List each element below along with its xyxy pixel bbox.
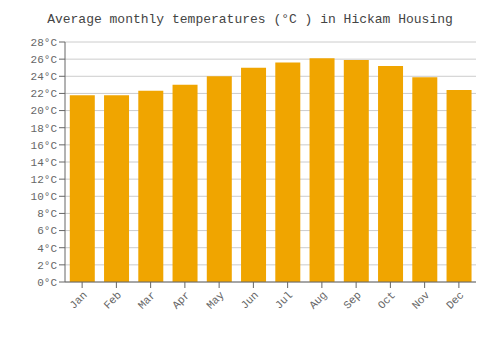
svg-text:16°C: 16°C <box>31 140 58 152</box>
svg-text:Jun: Jun <box>239 289 261 311</box>
svg-text:Oct: Oct <box>376 289 398 311</box>
svg-text:Mar: Mar <box>136 289 158 311</box>
svg-text:Feb: Feb <box>102 289 124 311</box>
svg-text:May: May <box>204 289 227 312</box>
svg-text:Jan: Jan <box>67 289 89 311</box>
svg-text:20°C: 20°C <box>31 105 58 117</box>
svg-text:Apr: Apr <box>170 289 192 311</box>
svg-text:24°C: 24°C <box>31 71 58 83</box>
svg-text:28°C: 28°C <box>31 37 58 49</box>
svg-text:Nov: Nov <box>410 289 433 312</box>
svg-text:Dec: Dec <box>444 289 466 311</box>
svg-text:12°C: 12°C <box>31 174 58 186</box>
svg-text:0°C: 0°C <box>37 277 57 289</box>
svg-text:Aug: Aug <box>307 289 329 311</box>
html-text:Average monthly temperatures (: Average monthly temperatures (°C ) in Hi… <box>47 12 453 27</box>
svg-text:14°C: 14°C <box>31 157 58 169</box>
svg-text:8°C: 8°C <box>37 208 57 220</box>
svg-text:26°C: 26°C <box>31 54 58 66</box>
svg-text:4°C: 4°C <box>37 243 57 255</box>
svg-text:18°C: 18°C <box>31 123 58 135</box>
svg-text:10°C: 10°C <box>31 191 58 203</box>
svg-text:22°C: 22°C <box>31 88 58 100</box>
svg-text:2°C: 2°C <box>37 260 57 272</box>
svg-text:Jul: Jul <box>273 289 295 311</box>
svg-text:Sep: Sep <box>341 289 363 311</box>
svg-text:6°C: 6°C <box>37 225 57 237</box>
